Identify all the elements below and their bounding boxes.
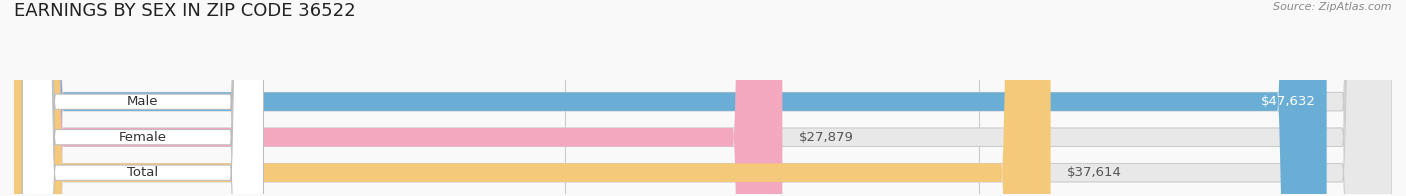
FancyBboxPatch shape [14, 0, 1392, 196]
FancyBboxPatch shape [14, 0, 1050, 196]
FancyBboxPatch shape [22, 0, 263, 196]
Text: $27,879: $27,879 [799, 131, 853, 144]
Text: $47,632: $47,632 [1261, 95, 1316, 108]
Text: Male: Male [127, 95, 159, 108]
FancyBboxPatch shape [14, 0, 782, 196]
FancyBboxPatch shape [22, 0, 263, 196]
FancyBboxPatch shape [22, 0, 263, 196]
Text: $37,614: $37,614 [1067, 166, 1122, 179]
FancyBboxPatch shape [14, 0, 1392, 196]
Text: EARNINGS BY SEX IN ZIP CODE 36522: EARNINGS BY SEX IN ZIP CODE 36522 [14, 2, 356, 20]
Text: Total: Total [128, 166, 159, 179]
FancyBboxPatch shape [14, 0, 1327, 196]
FancyBboxPatch shape [14, 0, 1392, 196]
Text: Female: Female [120, 131, 167, 144]
Text: Source: ZipAtlas.com: Source: ZipAtlas.com [1274, 2, 1392, 12]
